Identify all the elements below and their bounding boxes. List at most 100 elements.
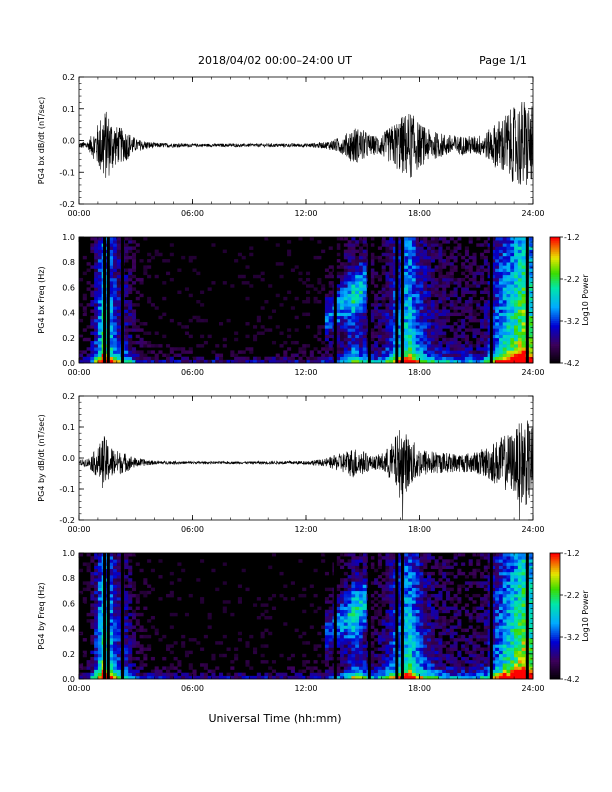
- heatmap-cell: [381, 675, 386, 680]
- heatmap-cell: [131, 268, 137, 272]
- heatmap-cell: [347, 243, 352, 247]
- heatmap-cell: [404, 590, 409, 595]
- heatmap-cell: [336, 265, 341, 269]
- heatmap-cell: [419, 616, 424, 620]
- heatmap-cell: [124, 303, 129, 307]
- heatmap-cell: [483, 262, 488, 266]
- heatmap-cell: [487, 303, 492, 307]
- heatmap-cell: [90, 571, 95, 576]
- heatmap-cell: [113, 293, 118, 298]
- heatmap-cell: [347, 650, 352, 655]
- heatmap-cell: [97, 672, 102, 677]
- heatmap-cell: [124, 334, 129, 339]
- heatmap-cell: [302, 350, 307, 354]
- heatmap-cell: [491, 331, 496, 335]
- heatmap-cell: [113, 315, 118, 320]
- heatmap-cell: [177, 663, 182, 667]
- heatmap-cell: [124, 641, 129, 645]
- heatmap-cell: [415, 578, 420, 582]
- heatmap-cell: [502, 350, 507, 354]
- heatmap-cell: [385, 578, 390, 582]
- heatmap-cell: [480, 306, 485, 310]
- heatmap-cell: [113, 581, 118, 585]
- heatmap-cell: [517, 303, 522, 307]
- heatmap-cell: [313, 296, 318, 301]
- heatmap-cell: [517, 318, 522, 323]
- heatmap-cell: [192, 359, 197, 364]
- heatmap-cell: [506, 334, 511, 339]
- heatmap-cell: [377, 337, 382, 342]
- heatmap-cell: [328, 303, 333, 307]
- heatmap-cell: [139, 340, 144, 345]
- heatmap-cell: [351, 306, 356, 310]
- heatmap-cell: [377, 666, 382, 670]
- heatmap-cell: [358, 318, 364, 323]
- heatmap-cell: [162, 296, 167, 301]
- heatmap-cell: [453, 287, 458, 291]
- heatmap-cell: [97, 568, 102, 573]
- heatmap-cell: [396, 587, 401, 592]
- heatmap-cell: [521, 274, 526, 279]
- heatmap-cell: [113, 553, 118, 557]
- heatmap-cell: [389, 609, 394, 614]
- heatmap-cell: [434, 356, 439, 361]
- heatmap-cell: [154, 274, 159, 279]
- heatmap-cell: [434, 240, 439, 244]
- heatmap-cell: [430, 631, 435, 636]
- heatmap-cell: [415, 559, 420, 563]
- heatmap-cell: [411, 660, 417, 664]
- heatmap-cell: [109, 556, 114, 560]
- heatmap-cell: [430, 666, 435, 670]
- heatmap-cell: [393, 347, 398, 351]
- data-gap-line: [525, 237, 529, 363]
- heatmap-cell: [502, 252, 507, 257]
- heatmap-cell: [453, 303, 458, 307]
- heatmap-cell: [128, 271, 133, 276]
- heatmap-cell: [464, 274, 469, 279]
- heatmap-cell: [506, 281, 511, 285]
- heatmap-cell: [241, 568, 246, 573]
- heatmap-cell: [162, 666, 167, 670]
- heatmap-cell: [147, 559, 152, 563]
- heatmap-cell: [468, 277, 473, 282]
- heatmap-cell: [385, 337, 390, 342]
- heatmap-cell: [347, 647, 352, 651]
- heatmap-cell: [389, 622, 394, 626]
- heatmap-cell: [321, 359, 326, 364]
- heatmap-cell: [279, 274, 284, 279]
- heatmap-cell: [97, 290, 102, 294]
- colorbar-tick-label: -2.2: [564, 275, 580, 284]
- heatmap-cell: [374, 255, 379, 260]
- heatmap-cell: [415, 340, 420, 345]
- heatmap-cell: [506, 252, 511, 257]
- heatmap-cell: [109, 619, 114, 623]
- heatmap-cell: [135, 340, 140, 345]
- heatmap-cell: [427, 593, 432, 598]
- heatmap-cell: [377, 660, 382, 664]
- heatmap-cell: [385, 287, 390, 291]
- heatmap-cell: [396, 284, 401, 288]
- heatmap-cell: [517, 353, 522, 357]
- heatmap-cell: [415, 606, 420, 610]
- heatmap-cell: [309, 359, 314, 364]
- heatmap-cell: [464, 259, 469, 263]
- heatmap-cell: [495, 271, 500, 276]
- colorbar-segment: [550, 304, 560, 307]
- heatmap-cell: [234, 337, 239, 342]
- heatmap-cell: [495, 268, 500, 272]
- heatmap-cell: [79, 359, 84, 364]
- heatmap-cell: [514, 306, 519, 310]
- heatmap-cell: [419, 675, 424, 680]
- heatmap-cell: [109, 262, 114, 266]
- heatmap-cell: [487, 340, 492, 345]
- heatmap-cell: [404, 606, 409, 610]
- heatmap-cell: [241, 281, 246, 285]
- heatmap-cell: [340, 647, 345, 651]
- heatmap-cell: [135, 303, 140, 307]
- heatmap-cell: [438, 265, 443, 269]
- heatmap-cell: [408, 609, 413, 614]
- heatmap-cell: [408, 350, 413, 354]
- heatmap-cell: [521, 284, 526, 288]
- heatmap-cell: [90, 675, 95, 680]
- heatmap-cell: [358, 303, 364, 307]
